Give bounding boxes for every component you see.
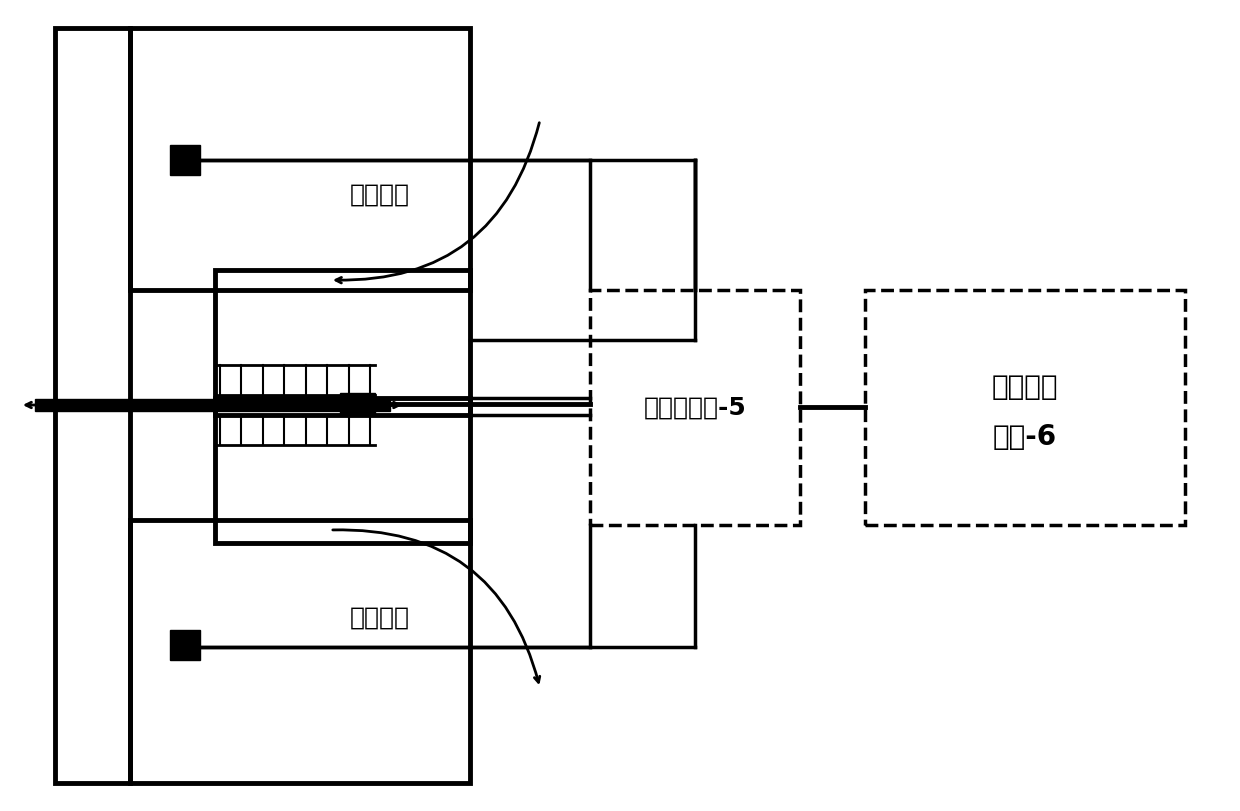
Bar: [340, 393, 374, 415]
Text: 锁相环电路-5: 锁相环电路-5: [644, 396, 746, 419]
Bar: [215, 270, 470, 415]
Bar: [130, 28, 470, 290]
Bar: [170, 145, 200, 175]
Text: 自激振荡: 自激振荡: [350, 606, 410, 630]
Bar: [35, 399, 391, 411]
Bar: [170, 630, 200, 660]
Bar: [130, 520, 470, 783]
Bar: [215, 398, 470, 543]
Text: 模块-6: 模块-6: [993, 423, 1056, 452]
Text: 频率读取: 频率读取: [992, 374, 1058, 401]
Bar: [55, 28, 130, 783]
Text: 自激振荡: 自激振荡: [350, 183, 410, 207]
